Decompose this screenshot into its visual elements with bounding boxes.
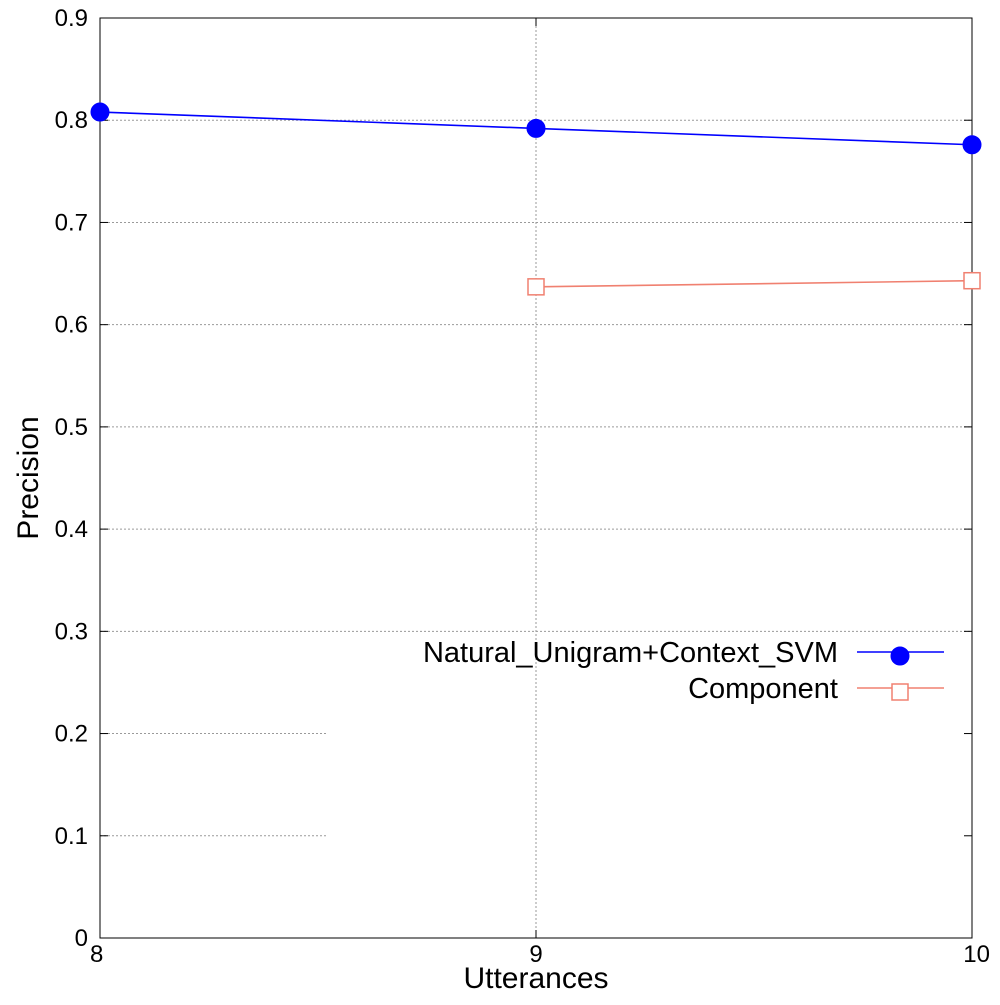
plot-frame	[99, 17, 973, 939]
x-axis-title: Utterances	[463, 962, 608, 995]
legend-label-2: Component	[688, 673, 838, 705]
data-point-series-1	[526, 118, 546, 138]
label-layer: 0 0.1 0.2 0.3 0.4 0.5 0.6 0.7 0.8 0.9 8 9 10	[55, 5, 990, 968]
x-tick-label: 10	[963, 941, 990, 968]
y-tick-label: 0.2	[55, 721, 88, 748]
data-point-series-1	[962, 135, 982, 155]
y-tick-label: 0.5	[55, 414, 88, 441]
legend-marker-1	[890, 646, 910, 666]
tick-layer	[100, 18, 972, 938]
legend-marker-2	[891, 683, 909, 701]
series-line-2	[535, 279, 973, 288]
y-tick-label: 0.7	[55, 209, 88, 236]
legend: Natural_Unigram+Context_SVM Component	[423, 637, 944, 705]
series-layer	[90, 102, 982, 296]
grid-layer	[100, 18, 972, 938]
x-tick-label: 9	[529, 941, 542, 968]
y-tick-label: 0.6	[55, 312, 88, 339]
data-point-series-1	[90, 102, 110, 122]
data-point-series-2	[527, 278, 545, 296]
y-tick-label: 0.4	[55, 516, 88, 543]
y-tick-label: 0	[75, 925, 88, 952]
y-tick-label: 0.3	[55, 618, 88, 645]
y-axis-title: Precision	[12, 416, 45, 539]
y-tick-label: 0.8	[55, 107, 88, 134]
y-tick-label: 0.9	[55, 5, 88, 32]
data-point-series-2	[963, 271, 981, 290]
legend-label-1: Natural_Unigram+Context_SVM	[423, 637, 838, 669]
y-tick-label: 0.1	[55, 823, 88, 850]
x-tick-label: 8	[90, 941, 103, 968]
